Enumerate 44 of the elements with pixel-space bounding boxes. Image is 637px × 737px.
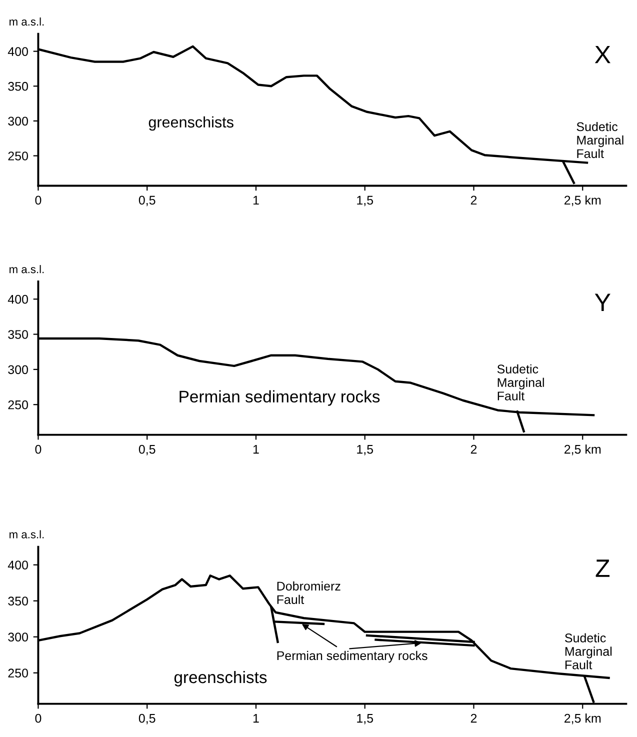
chart-title: X bbox=[594, 46, 610, 64]
annotation: Permian sedimentary rocks bbox=[277, 650, 428, 663]
x-tick-label: 0,5 bbox=[138, 196, 156, 206]
y-tick-label: 350 bbox=[8, 330, 28, 339]
x-tick-label: 2,5 km bbox=[564, 444, 601, 456]
y-tick-label: 350 bbox=[8, 596, 28, 606]
y-axis-title: m a.s.l. bbox=[10, 17, 44, 26]
y-tick-label: 250 bbox=[8, 668, 28, 678]
x-tick-label: 2 bbox=[470, 714, 477, 723]
y-tick-label: 400 bbox=[8, 560, 28, 570]
x-tick-label: 1 bbox=[253, 714, 259, 723]
x-tick-label: 2,5 km bbox=[564, 195, 601, 206]
annotation: Sudetic Marginal Fault bbox=[565, 633, 612, 670]
x-tick-label: 2 bbox=[470, 196, 477, 205]
y-tick-label: 250 bbox=[8, 400, 28, 410]
annotation: greenschists bbox=[148, 116, 234, 131]
y-tick-label: 300 bbox=[8, 365, 28, 374]
x-tick-label: 2 bbox=[470, 444, 477, 454]
x-tick-label: 1,5 bbox=[357, 714, 374, 724]
annotation: Sudetic Marginal Fault bbox=[576, 122, 624, 158]
y-tick-label: 350 bbox=[8, 82, 28, 91]
x-tick-label: 1 bbox=[253, 196, 259, 205]
x-tick-label: 1,5 bbox=[357, 445, 374, 456]
chart-title: Z bbox=[596, 560, 610, 577]
x-tick-label: 0,5 bbox=[138, 444, 156, 456]
x-tick-label: 0,5 bbox=[138, 714, 156, 724]
x-tick-label: 0 bbox=[35, 444, 42, 454]
annotation: Permian sedimentary rocks bbox=[180, 390, 380, 406]
x-tick-label: 2,5 km bbox=[564, 714, 601, 724]
annotation: Dobromierz Fault bbox=[277, 581, 340, 604]
y-tick-label: 250 bbox=[8, 152, 28, 160]
annotation: Sudetic Marginal Fault bbox=[497, 364, 544, 400]
x-tick-label: 0 bbox=[35, 196, 42, 205]
y-axis-title: m a.s.l. bbox=[10, 265, 44, 274]
y-tick-label: 400 bbox=[8, 47, 28, 56]
y-tick-label: 300 bbox=[8, 116, 28, 126]
y-axis-title: m a.s.l. bbox=[10, 530, 44, 538]
x-tick-label: 1 bbox=[253, 445, 259, 454]
x-tick-label: 1,5 bbox=[357, 196, 374, 206]
annotation: greenschists bbox=[174, 670, 267, 686]
y-tick-label: 400 bbox=[8, 294, 28, 304]
y-tick-label: 300 bbox=[8, 632, 28, 642]
x-tick-label: 0 bbox=[35, 714, 42, 723]
chart-title: Y bbox=[594, 294, 610, 311]
